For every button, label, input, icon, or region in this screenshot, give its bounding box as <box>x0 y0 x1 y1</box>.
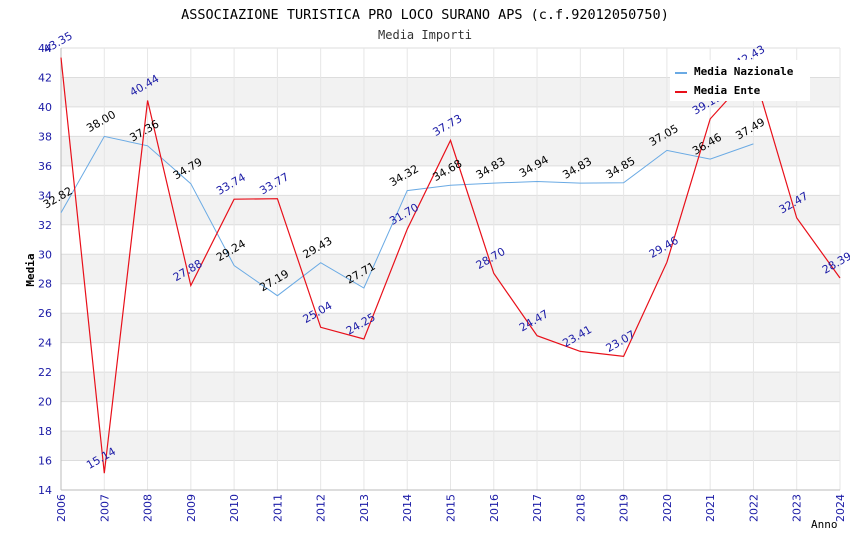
y-tick-label: 40 <box>38 101 52 114</box>
x-tick-label: 2020 <box>661 494 674 522</box>
x-tick-label: 2009 <box>185 494 198 522</box>
y-tick-label: 24 <box>38 337 52 350</box>
series-line-media-ente <box>60 57 841 474</box>
x-tick-label: 2007 <box>98 494 111 522</box>
y-axis-title: Media <box>24 253 37 286</box>
y-tick-label: 26 <box>38 307 52 320</box>
x-tick-label: 2017 <box>531 494 544 522</box>
x-axis-title: Anno <box>811 518 838 531</box>
y-tick-label: 44 <box>38 42 52 55</box>
x-tick-label: 2014 <box>401 494 414 522</box>
y-tick-label: 42 <box>38 71 52 84</box>
y-tick-label: 16 <box>38 455 52 468</box>
data-label-media-ente: 33.74 <box>214 171 248 198</box>
legend-label-media-nazionale: Media Nazionale <box>694 65 794 78</box>
y-tick-label: 32 <box>38 219 52 232</box>
x-tick-label: 2011 <box>271 494 284 522</box>
x-tick-label: 2024 <box>834 494 847 522</box>
x-tick-label: 2013 <box>358 494 371 522</box>
y-tick-label: 22 <box>38 366 52 379</box>
x-tick-label: 2008 <box>142 494 155 522</box>
legend: Media Nazionale Media Ente <box>670 60 810 101</box>
x-tick-label: 2019 <box>618 494 631 522</box>
y-tick-label: 18 <box>38 425 52 438</box>
axes <box>60 48 840 491</box>
y-tick-label: 14 <box>38 484 52 497</box>
legend-box <box>670 60 810 101</box>
x-tick-label: 2006 <box>55 494 68 522</box>
y-tick-label: 34 <box>38 189 52 202</box>
data-label-media-ente: 33.77 <box>257 170 291 197</box>
x-tick-label: 2015 <box>445 494 458 522</box>
data-label-media-ente: 37.73 <box>431 112 465 139</box>
chart-subtitle: Media Importi <box>378 28 472 42</box>
x-tick-label: 2021 <box>704 494 717 522</box>
x-tick-label: 2023 <box>791 494 804 522</box>
y-axis-ticks: 14 16 18 20 22 24 26 28 30 32 34 36 38 40 42 44 <box>38 42 52 497</box>
y-tick-label: 36 <box>38 160 52 173</box>
y-tick-label: 20 <box>38 396 52 409</box>
y-tick-label: 30 <box>38 248 52 261</box>
x-tick-label: 2010 <box>228 494 241 522</box>
x-tick-label: 2018 <box>574 494 587 522</box>
y-tick-label: 28 <box>38 278 52 291</box>
x-tick-label: 2012 <box>315 494 328 522</box>
series-lines <box>60 57 841 474</box>
x-tick-label: 2016 <box>488 494 501 522</box>
data-label-media-ente: 43.35 <box>41 29 75 56</box>
legend-label-media-ente: Media Ente <box>694 84 761 97</box>
y-tick-label: 38 <box>38 130 52 143</box>
x-tick-label: 2022 <box>747 494 760 522</box>
data-label-media-nazionale: 38.00 <box>84 108 118 135</box>
x-axis-ticks: 2006 2007 2008 2009 2010 2011 2012 2013 2014 2015… <box>55 494 847 522</box>
gridlines <box>60 47 841 490</box>
chart-title: ASSOCIAZIONE TURISTICA PRO LOCO SURANO A… <box>181 7 669 23</box>
series-line-media-nazionale <box>60 135 754 297</box>
